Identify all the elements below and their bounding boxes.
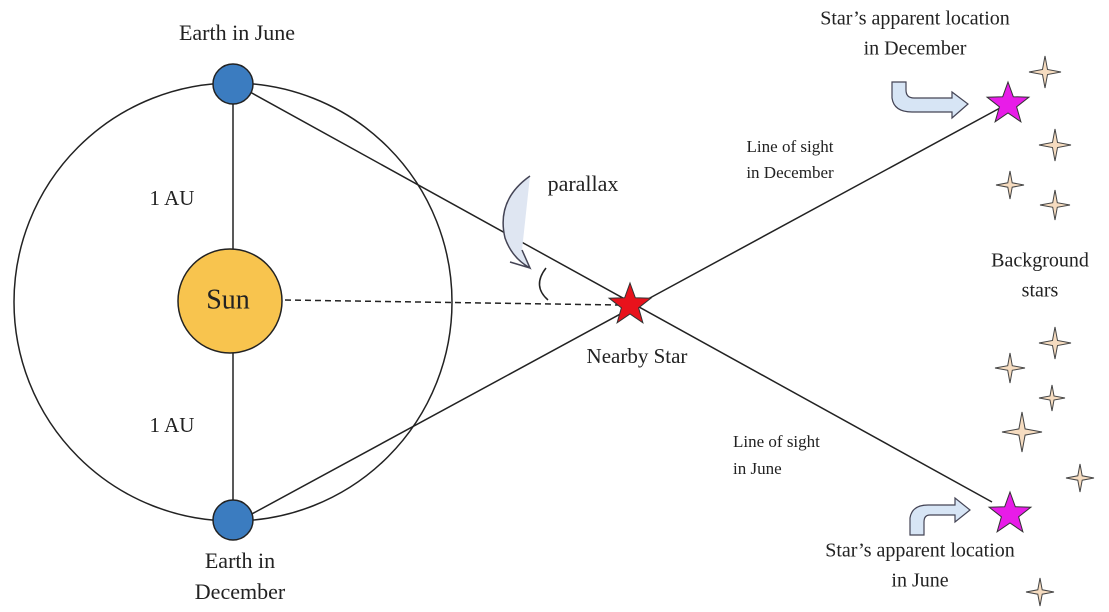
background-star	[1038, 128, 1072, 162]
label: parallax	[548, 171, 619, 196]
parallax-angle	[538, 267, 549, 301]
background-star	[1025, 577, 1055, 607]
label: Line of sight	[733, 432, 820, 451]
background-star	[994, 352, 1026, 384]
label: Star’s apparent location	[820, 8, 1010, 30]
background-star	[995, 170, 1025, 200]
label: in June	[733, 459, 782, 478]
label: in June	[891, 570, 948, 592]
pointer-arrow	[891, 81, 969, 120]
background-star	[1001, 411, 1043, 453]
label: 1 AU	[150, 186, 195, 210]
label: Nearby Star	[587, 344, 688, 368]
apparent-star	[985, 80, 1031, 123]
background-star	[1039, 189, 1071, 221]
label: 1 AU	[150, 413, 195, 437]
pointer-arrow	[909, 496, 971, 536]
label: Earth in	[205, 548, 275, 573]
nearby-star	[607, 281, 653, 324]
label: Star’s apparent location	[825, 540, 1015, 562]
label: December	[195, 579, 286, 604]
background-star	[1065, 463, 1095, 493]
label: Sun	[206, 284, 250, 315]
distance-line	[284, 299, 619, 306]
earth-june	[212, 63, 254, 105]
background-star	[1038, 384, 1066, 412]
earth-december	[212, 499, 254, 541]
label: Background	[991, 250, 1089, 272]
label: Line of sight	[747, 137, 834, 156]
label: stars	[1022, 280, 1059, 302]
label: in December	[864, 38, 967, 60]
sight-line-june	[249, 91, 993, 503]
parallax-arrow	[502, 175, 532, 270]
background-star	[1038, 326, 1072, 360]
label: in December	[746, 163, 834, 182]
background-star	[1028, 55, 1062, 89]
label: Earth in June	[179, 20, 295, 45]
sun	[177, 248, 283, 354]
apparent-star	[987, 490, 1033, 533]
